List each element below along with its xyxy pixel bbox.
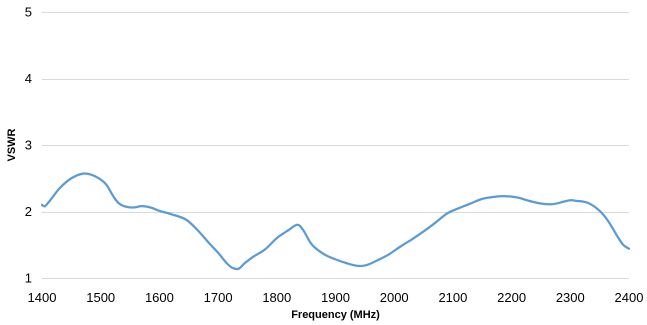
x-tick-label: 2200: [497, 290, 526, 305]
x-tick-label: 1900: [321, 290, 350, 305]
x-tick-labels: 1400 1500 1600 1700 1800 1900 2000 2100 2200 2300…: [28, 290, 644, 305]
y-tick-label: 4: [25, 71, 32, 86]
x-axis-title: Frequency (MHz): [291, 309, 380, 321]
y-tick-label: 1: [25, 271, 32, 286]
x-tick-label: 2300: [556, 290, 585, 305]
x-tick-label: 1800: [262, 290, 291, 305]
x-tick-label: 1400: [28, 290, 57, 305]
x-tick-label: 2400: [615, 290, 644, 305]
x-tick-label: 2000: [380, 290, 409, 305]
y-tick-label: 5: [25, 5, 32, 20]
y-tick-label: 3: [25, 138, 32, 153]
x-tick-label: 2100: [438, 290, 467, 305]
y-tick-labels: 1 2 3 4 5: [25, 5, 32, 286]
grid-lines: [42, 12, 629, 213]
x-tick-label: 1700: [204, 290, 233, 305]
x-tick-label: 1600: [145, 290, 174, 305]
x-tick-label: 1500: [86, 290, 115, 305]
series-lines: [40, 172, 631, 271]
y-axis-title: VSWR: [6, 128, 18, 161]
vswr-series-line: [40, 172, 631, 271]
y-tick-label: 2: [25, 204, 32, 219]
